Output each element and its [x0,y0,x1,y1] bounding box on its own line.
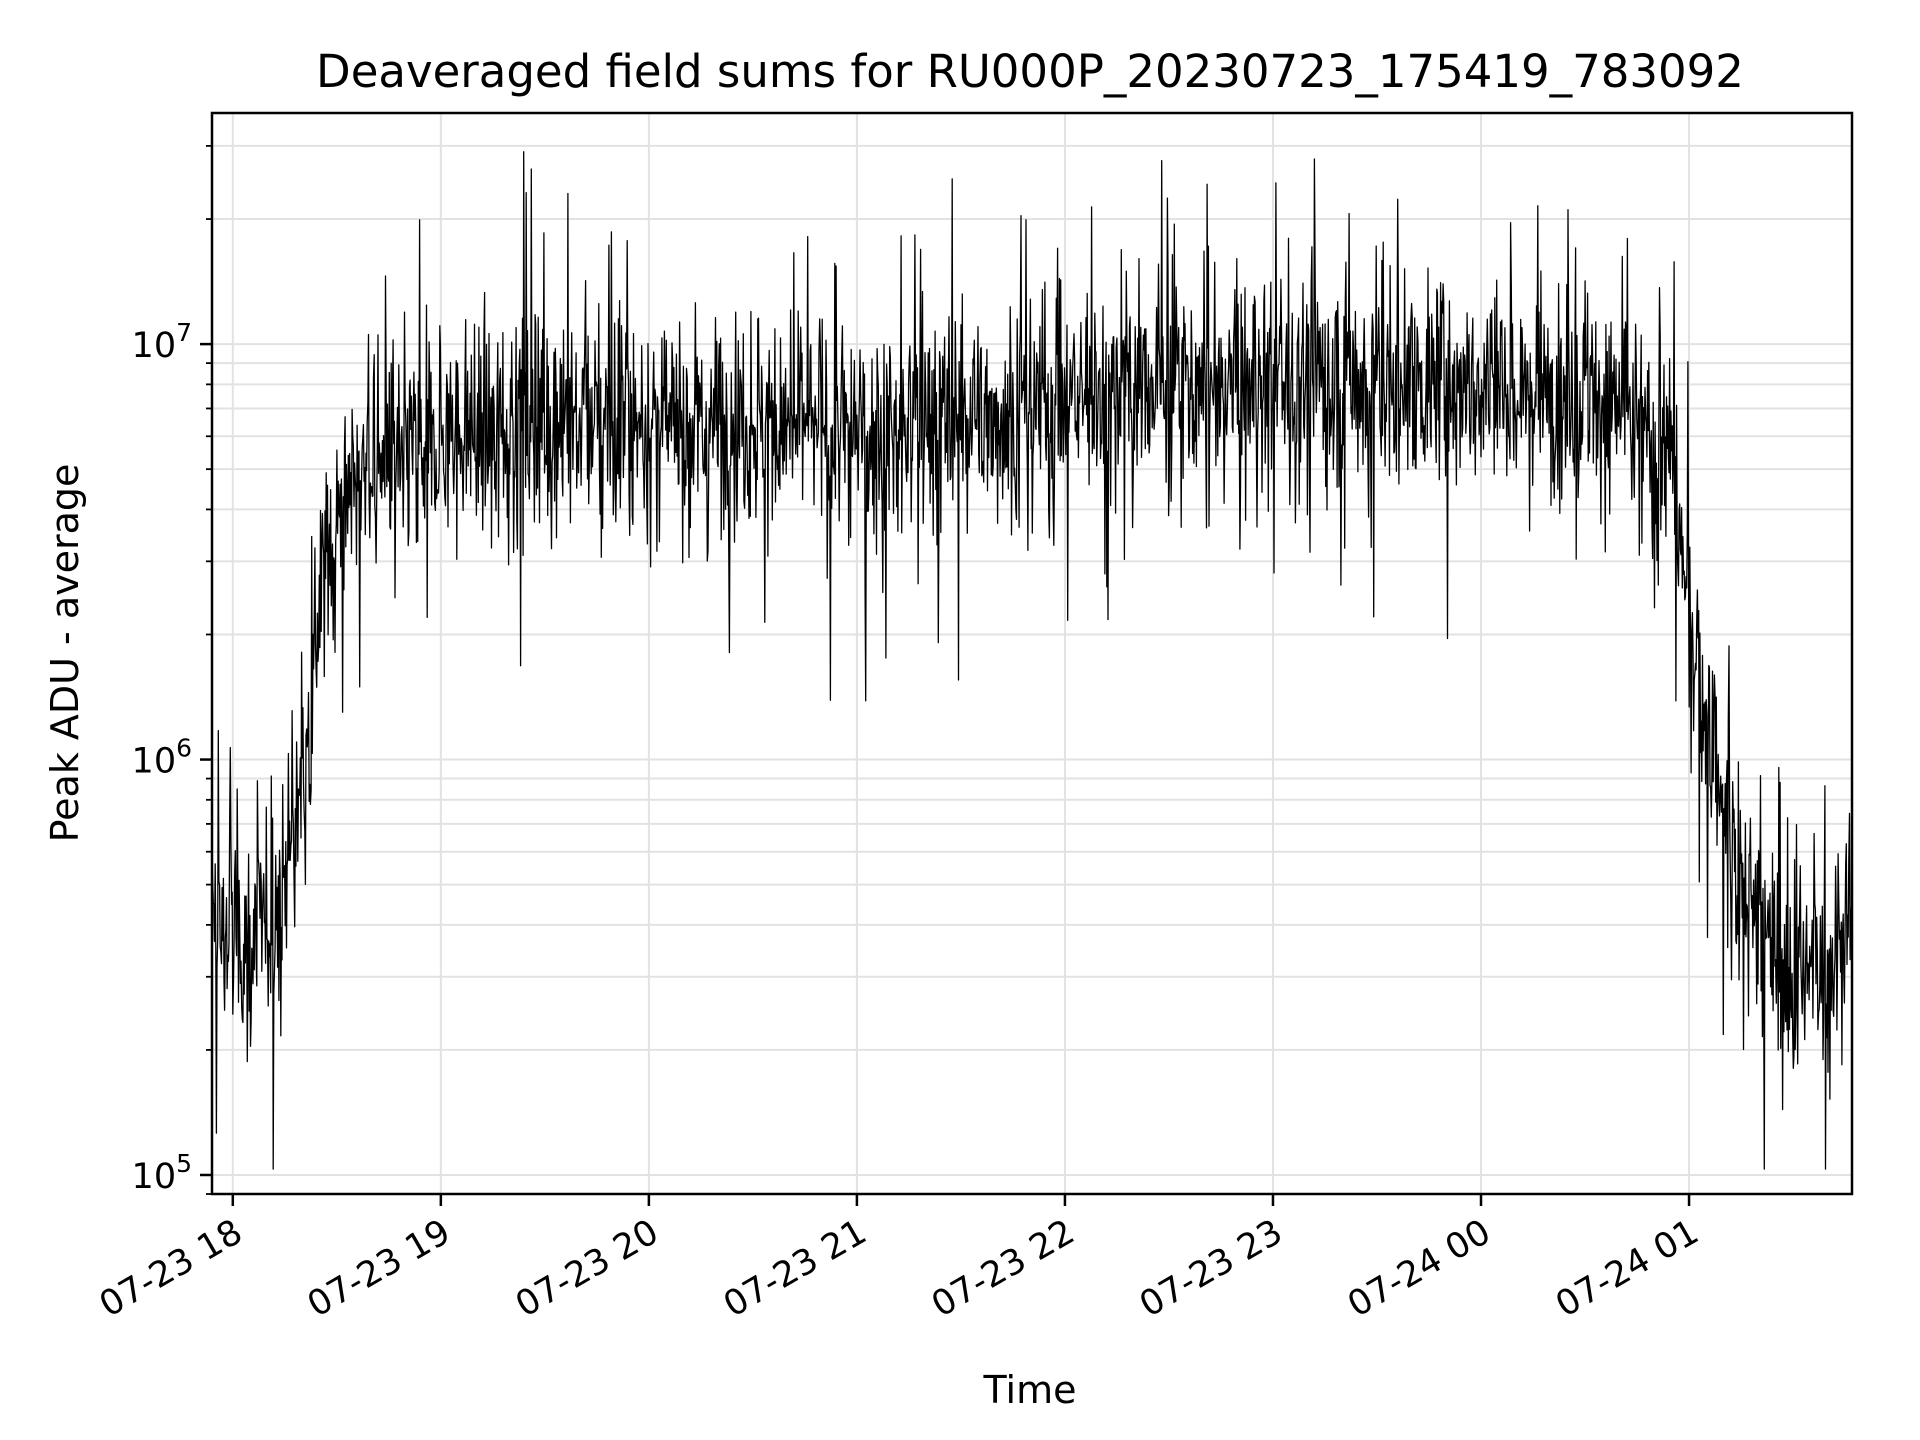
x-tick-label: 07-23 22 [925,1212,1081,1325]
y-tick-exponent: 7 [176,318,192,347]
y-tick-exponent: 5 [176,1149,192,1178]
data-series [211,151,1853,1170]
x-axis-label: Time [983,1368,1077,1412]
x-tick-label: 07-24 00 [1341,1212,1497,1325]
y-gridlines [212,144,1852,1195]
y-tick-base: 10 [132,1157,177,1197]
y-tick-exponent: 6 [176,734,192,763]
y-tick-label: 107 [132,318,192,366]
y-tick-label: 105 [132,1149,192,1197]
x-tick-label: 07-23 20 [509,1212,665,1325]
series-line [211,151,1853,1170]
x-tick-label: 07-23 23 [1133,1212,1289,1325]
y-axis-label: Peak ADU - average [43,464,87,843]
y-tick-base: 10 [132,742,177,782]
y-tick-label: 106 [132,734,192,782]
x-tick-label: 07-23 18 [93,1212,249,1325]
x-axis-ticks: 07-23 18 07-23 19 07-23 20 07-23 21 07-23 22… [93,1194,1706,1325]
y-tick-base: 10 [132,326,177,366]
x-tick-label: 07-24 01 [1549,1212,1705,1325]
plot-frame [210,111,1854,1196]
x-tick-label: 07-23 19 [301,1212,457,1325]
chart-title: Deaveraged field sums for RU000P_2023072… [316,45,1744,98]
x-gridlines [231,113,1691,1194]
x-tick-label: 07-23 21 [717,1212,873,1325]
